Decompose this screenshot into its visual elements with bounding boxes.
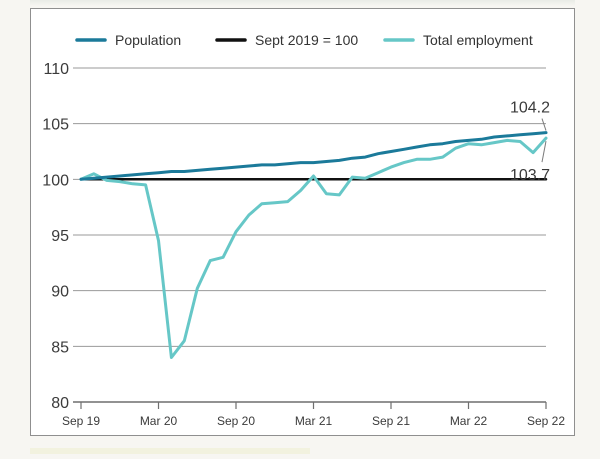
y-tick-label-105: 105 [42,117,69,134]
y-tick-label-85: 85 [51,339,69,356]
legend: Population Sept 2019 = 100 Total employmen… [75,32,533,48]
legend-label-1: Sept 2019 = 100 [255,32,358,48]
x-tick-label-6: Sep 22 [527,414,565,428]
legend-label-0: Population [115,32,181,48]
x-tick-label-3: Mar 21 [295,414,333,428]
x-tick-label-2: Sep 20 [217,414,255,428]
y-tick-label-110: 110 [43,61,69,78]
series-line-2 [79,136,548,359]
annotation-leader-1 [541,141,547,163]
top-edge-strip [30,0,575,6]
x-tick-label-5: Mar 22 [450,414,488,428]
y-tick-label-100: 100 [42,172,69,189]
grid-layer [73,67,546,347]
y-tick-label-95: 95 [51,228,69,245]
annotations: 104.2 103.7 [510,100,550,185]
x-tick-label-0: Sep 19 [62,414,100,428]
chart-frame: 80 85 90 95 100 105 110 Sep 19 Mar 20 Sep 20 Mar 2… [30,8,575,436]
x-tick-label-1: Mar 20 [140,414,178,428]
y-tick-label-80: 80 [51,395,69,412]
bottom-edge-strip [30,448,310,454]
series-layer [79,131,548,359]
legend-label-2: Total employment [423,32,533,48]
y-tick-label-90: 90 [51,284,69,301]
annotation-label-0: 104.2 [510,100,550,117]
axis-layer: 80 85 90 95 100 105 110 Sep 19 Mar 20 Sep 20 Mar 2… [42,61,565,428]
annotation-label-1: 103.7 [510,167,550,184]
annotation-leader-0 [541,118,547,131]
series-line-0 [79,131,548,181]
employment-chart: 80 85 90 95 100 105 110 Sep 19 Mar 20 Sep 20 Mar 2… [42,32,565,428]
x-tick-label-4: Sep 21 [372,414,410,428]
